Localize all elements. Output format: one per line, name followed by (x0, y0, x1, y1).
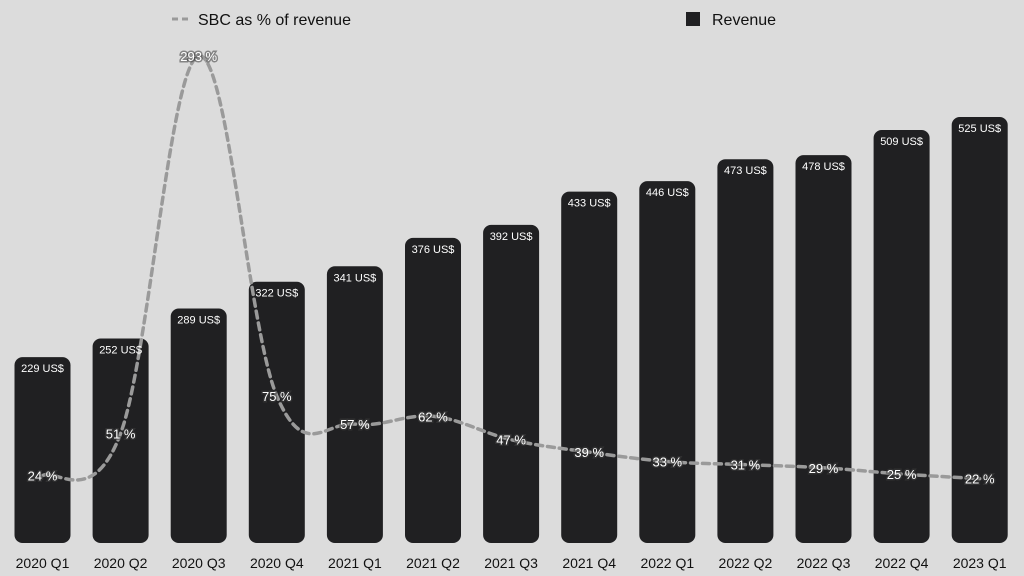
bar-value-label: 433 US$ (568, 198, 611, 210)
bar-value-label: 525 US$ (958, 123, 1001, 135)
bar-value-label: 473 US$ (724, 165, 767, 177)
bar-revenue (873, 129, 930, 544)
bar-revenue (951, 117, 1008, 543)
bar-value-label: 478 US$ (802, 161, 845, 173)
x-tick-label: 2022 Q2 (719, 555, 773, 571)
sbc-point-label: 24 % (28, 469, 58, 484)
sbc-point-label: 29 % (809, 461, 839, 476)
legend-revenue-label: Revenue (712, 12, 776, 29)
bar-value-label: 446 US$ (646, 187, 689, 199)
x-tick-label: 2022 Q3 (797, 555, 851, 571)
bar-value-label: 252 US$ (99, 345, 142, 357)
bar-revenue (14, 357, 71, 543)
sbc-point-label: 31 % (731, 458, 761, 473)
sbc-point-label: 47 % (496, 433, 526, 448)
bar-revenue (483, 224, 540, 544)
x-tick-label: 2021 Q1 (328, 555, 382, 571)
x-tick-label: 2022 Q1 (640, 555, 694, 571)
x-tick-label: 2023 Q1 (953, 555, 1007, 571)
bar-value-label: 509 US$ (880, 136, 923, 148)
bar-revenue (561, 191, 618, 543)
bars-layer (14, 117, 1008, 544)
x-tick-label: 2020 Q1 (16, 555, 70, 571)
sbc-point-label: 62 % (418, 409, 448, 424)
sbc-point-label: 75 % (262, 389, 292, 404)
bar-revenue (248, 281, 305, 543)
bar-revenue (405, 237, 461, 543)
bar-value-label: 392 US$ (490, 231, 533, 243)
sbc-point-label: 57 % (340, 417, 370, 432)
bar-revenue (170, 308, 227, 543)
sbc-point-label: 33 % (652, 455, 682, 470)
bar-value-label: 229 US$ (21, 363, 64, 375)
bar-value-label: 322 US$ (255, 288, 298, 300)
bar-value-label: 376 US$ (412, 244, 455, 256)
x-tick-label: 2020 Q2 (94, 555, 148, 571)
x-tick-label: 2021 Q3 (484, 555, 538, 571)
sbc-point-label: 22 % (965, 472, 995, 487)
bar-value-label: 289 US$ (177, 314, 220, 326)
x-axis-ticks: 2020 Q1 2020 Q2 2020 Q3 2020 Q4 2021 Q1 2021 … (16, 555, 1007, 571)
x-tick-label: 2021 Q2 (406, 555, 460, 571)
x-tick-label: 2021 Q4 (562, 555, 616, 571)
x-tick-label: 2022 Q4 (875, 555, 929, 571)
bar-revenue (639, 181, 696, 544)
x-tick-label: 2020 Q3 (172, 555, 226, 571)
legend-sbc-label: SBC as % of revenue (198, 12, 351, 29)
labels-layer: 229 US$ 252 US$ 289 US$ 322 US$ 341 US$ 376 U… (21, 48, 1001, 489)
sbc-point-label: 39 % (574, 445, 604, 460)
legend-revenue-swatch (686, 12, 700, 26)
bar-revenue (795, 155, 852, 543)
sbc-point-label: 51 % (106, 426, 136, 441)
legend: SBC as % of revenue Revenue (172, 12, 776, 29)
bar-revenue (717, 159, 774, 544)
bar-revenue (326, 266, 383, 543)
sbc-point-label: 293 % (180, 49, 217, 64)
bar-value-label: 341 US$ (333, 272, 376, 284)
sbc-point-label: 25 % (887, 467, 917, 482)
x-tick-label: 2020 Q4 (250, 555, 304, 571)
bar-revenue (92, 338, 149, 543)
